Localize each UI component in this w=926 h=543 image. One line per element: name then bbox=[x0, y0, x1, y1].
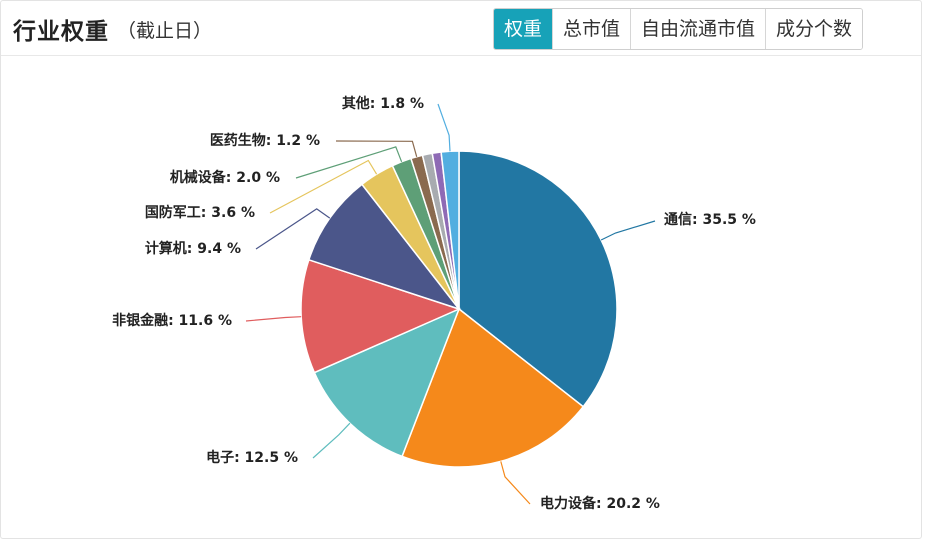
tab-constituent-count[interactable]: 成分个数 bbox=[765, 9, 863, 49]
page-subtitle: （截止日） bbox=[117, 20, 213, 42]
label-line-电子 bbox=[312, 422, 351, 459]
slice-label-机械设备: 机械设备: 2.0 % bbox=[170, 169, 280, 186]
slice-label-电子: 电子: 12.5 % bbox=[206, 449, 298, 466]
slice-label-电力设备: 电力设备: 20.2 % bbox=[540, 495, 660, 512]
tab-free-float-market-cap[interactable]: 自由流通市值 bbox=[630, 9, 766, 49]
page-title: 行业权重 bbox=[13, 19, 109, 45]
slice-label-通信: 通信: 35.5 % bbox=[664, 211, 756, 228]
card-header: 行业权重 （截止日） 权重 总市值 自由流通市值 成分个数 bbox=[1, 1, 921, 56]
label-line-非银金融 bbox=[245, 316, 302, 322]
label-line-电力设备 bbox=[500, 461, 531, 505]
label-line-计算机 bbox=[255, 208, 331, 250]
tab-weight[interactable]: 权重 bbox=[494, 9, 553, 49]
slice-label-计算机: 计算机: 9.4 % bbox=[145, 240, 241, 257]
slice-label-医药生物: 医药生物: 1.2 % bbox=[210, 132, 320, 149]
tab-total-market-cap[interactable]: 总市值 bbox=[552, 9, 631, 49]
slice-label-其他: 其他: 1.8 % bbox=[342, 95, 424, 112]
slice-label-国防军工: 国防军工: 3.6 % bbox=[145, 204, 255, 221]
label-line-其他 bbox=[437, 103, 451, 152]
pie-slice-计算机[interactable] bbox=[307, 183, 462, 311]
pie-slice-电力设备[interactable] bbox=[401, 307, 585, 468]
metric-tabs: 权重 总市值 自由流通市值 成分个数 bbox=[493, 8, 864, 50]
label-line-医药生物 bbox=[335, 140, 418, 157]
label-line-通信 bbox=[600, 220, 656, 241]
label-line-机械设备 bbox=[295, 146, 403, 179]
label-line-国防军工 bbox=[269, 159, 378, 214]
slice-label-非银金融: 非银金融: 11.6 % bbox=[112, 312, 232, 329]
